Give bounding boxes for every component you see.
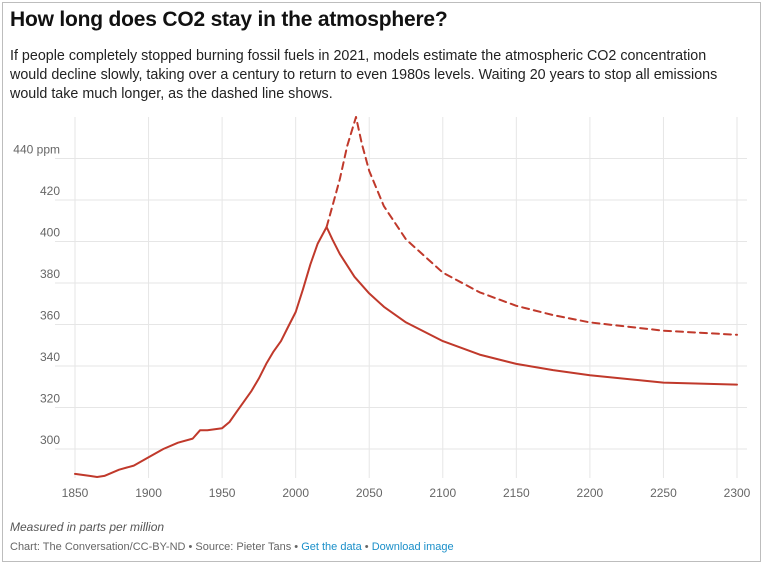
unit-note: Measured in parts per million	[10, 520, 165, 534]
dashed-series-line	[325, 116, 738, 336]
x-tick-label-2250: 2250	[650, 486, 677, 500]
y-tick-label-360: 360	[40, 308, 60, 322]
download-image-link[interactable]: Download image	[371, 541, 454, 553]
x-tick-label-1950: 1950	[209, 486, 236, 500]
footer-separator: •	[361, 541, 372, 553]
x-tick-label-2000: 2000	[282, 486, 309, 500]
x-tick-label-2150: 2150	[503, 486, 530, 500]
y-tick-label-320: 320	[40, 391, 60, 405]
chart-subtitle: If people completely stopped burning fos…	[10, 48, 718, 102]
y-tick-label-380: 380	[40, 267, 60, 281]
x-tick-label-2300: 2300	[724, 486, 751, 500]
x-tick-label-2200: 2200	[577, 486, 604, 500]
x-tick-label-1900: 1900	[135, 486, 162, 500]
y-gridlines	[55, 157, 747, 450]
y-tick-label-340: 340	[40, 350, 60, 364]
x-axis-ticks: 1850 1900 1950 2000 2050 2100 2150 2200 2250 2300	[62, 486, 751, 500]
x-gridlines	[74, 117, 738, 478]
chart-title: How long does CO2 stay in the atmosphere…	[10, 8, 448, 31]
get-data-link[interactable]: Get the data	[301, 541, 362, 553]
y-axis-ticks: 300 320 340 360 380 400 420 440 ppm	[13, 142, 60, 446]
series-lines	[74, 116, 738, 478]
x-tick-label-2050: 2050	[356, 486, 383, 500]
y-tick-label-420: 420	[40, 184, 60, 198]
y-tick-label-400: 400	[40, 225, 60, 239]
solid-series-line	[74, 226, 738, 478]
source-credit: Chart: The Conversation/CC-BY-ND • Sourc…	[10, 541, 302, 553]
chart-footer: Chart: The Conversation/CC-BY-ND • Sourc…	[10, 541, 454, 553]
x-tick-label-2100: 2100	[429, 486, 456, 500]
y-tick-label-440: 440 ppm	[13, 142, 60, 156]
y-tick-label-300: 300	[40, 433, 60, 447]
x-tick-label-1850: 1850	[62, 486, 89, 500]
